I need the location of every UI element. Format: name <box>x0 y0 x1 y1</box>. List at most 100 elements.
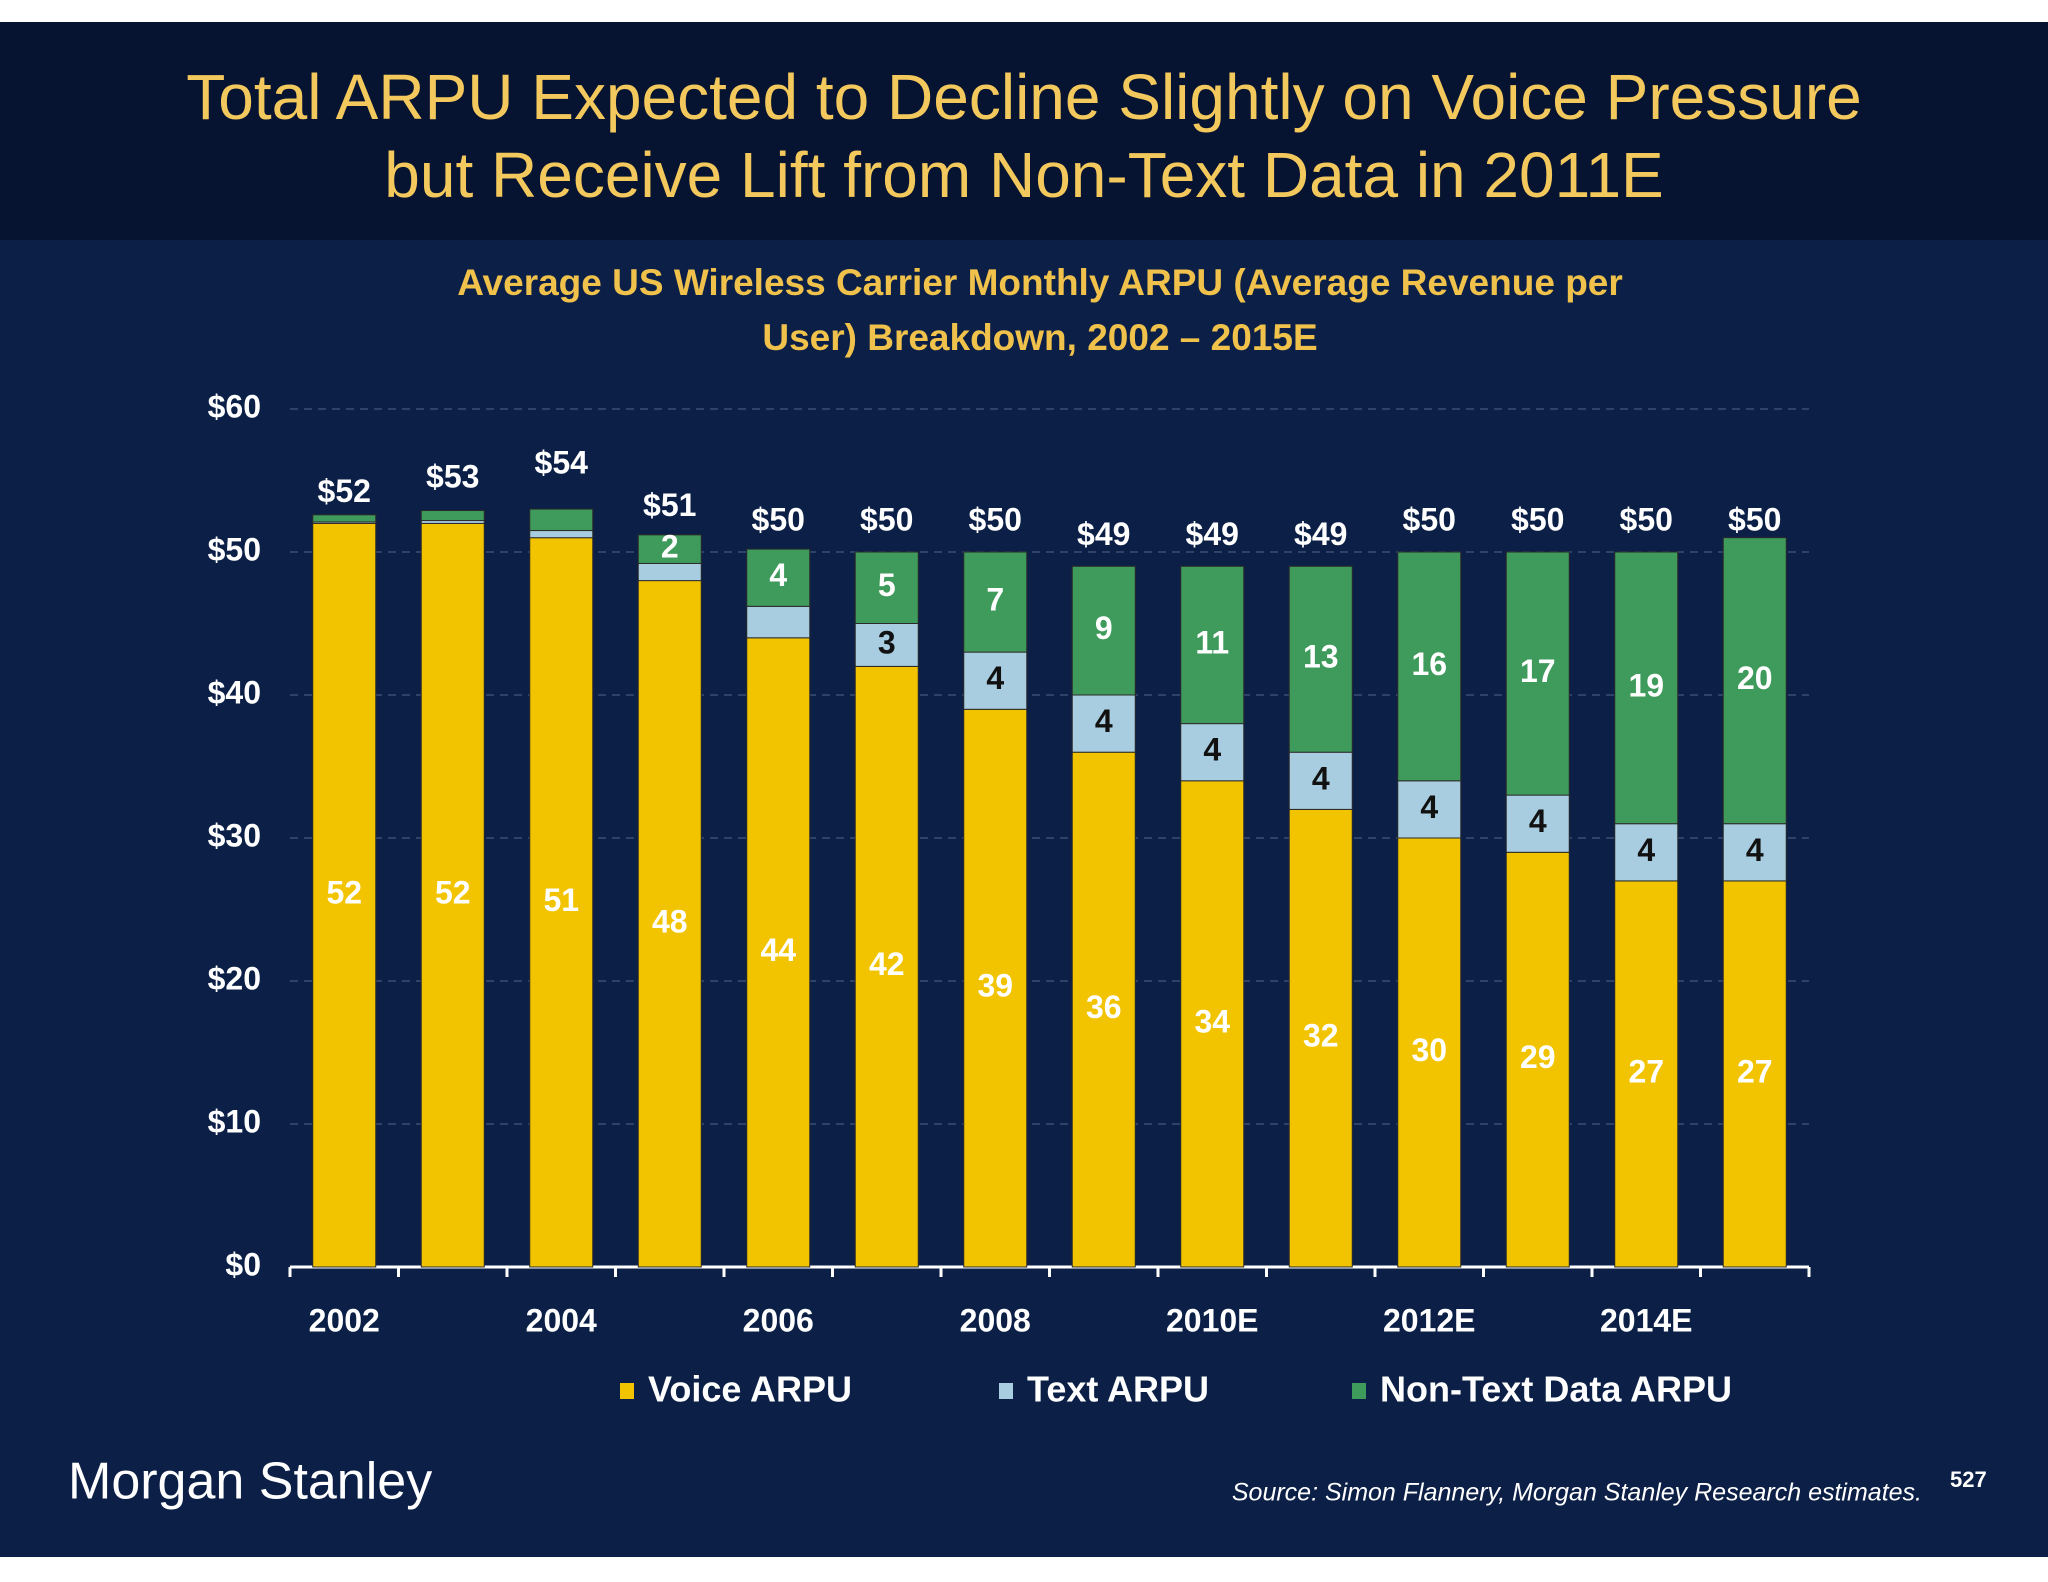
data-label: 2 <box>661 529 679 565</box>
total-label: $54 <box>535 444 589 480</box>
x-tick-label: 2006 <box>743 1302 814 1338</box>
data-label: 42 <box>869 946 905 982</box>
title: Total ARPU Expected to Decline Slightly … <box>186 61 1862 133</box>
y-tick-label: $40 <box>208 674 261 710</box>
bar-segment <box>420 510 485 522</box>
legend-label: Text ARPU <box>1027 1369 1209 1410</box>
total-label: $49 <box>1077 516 1130 552</box>
data-label: 4 <box>1420 789 1438 825</box>
total-label: $49 <box>1186 516 1239 552</box>
y-tick-label: $10 <box>208 1103 261 1139</box>
bar-segment <box>312 514 377 523</box>
legend-swatch <box>999 1383 1013 1399</box>
y-tick-label: $50 <box>208 531 261 567</box>
bar-segment <box>529 530 594 539</box>
bar-segment <box>1614 880 1679 1268</box>
bar-segment <box>1722 823 1787 882</box>
data-label: 34 <box>1194 1003 1230 1039</box>
total-label: $53 <box>426 459 479 495</box>
total-label: $50 <box>1403 501 1456 537</box>
data-label: 29 <box>1520 1039 1556 1075</box>
y-tick-label: $60 <box>208 388 261 424</box>
bar-segment <box>1722 880 1787 1268</box>
data-label: 17 <box>1520 653 1556 689</box>
data-label: 7 <box>986 582 1004 618</box>
data-label: 36 <box>1086 989 1122 1025</box>
data-label: 44 <box>760 932 796 968</box>
source-note: Source: Simon Flannery, Morgan Stanley R… <box>1232 1479 1922 1507</box>
bar-segment <box>1397 837 1462 1268</box>
bar-segment <box>854 665 919 1268</box>
bar-segment <box>1614 823 1679 882</box>
data-label: 30 <box>1411 1032 1447 1068</box>
data-label: 4 <box>1637 832 1655 868</box>
bar-segment <box>746 548 811 607</box>
bar-segment <box>1071 751 1136 1268</box>
data-label: 9 <box>1095 610 1113 646</box>
bar-segment <box>1288 808 1353 1268</box>
data-label: 19 <box>1628 667 1664 703</box>
bar-segment <box>420 522 485 1268</box>
bar-segment <box>1505 551 1570 796</box>
total-label: $51 <box>643 487 696 523</box>
data-label: 4 <box>1746 832 1764 868</box>
chart-subtitle: User) Breakdown, 2002 – 2015E <box>762 317 1317 358</box>
x-tick-label: 2008 <box>960 1302 1031 1338</box>
bar-segment <box>1071 565 1136 696</box>
data-label: 27 <box>1628 1053 1664 1089</box>
bar-segment <box>1288 565 1353 753</box>
bar-segment <box>637 534 702 564</box>
total-label: $49 <box>1294 516 1347 552</box>
y-tick-label: $20 <box>208 960 261 996</box>
legend-label: Voice ARPU <box>648 1369 852 1410</box>
data-label: 16 <box>1411 646 1447 682</box>
bar-segment <box>529 508 594 532</box>
data-label: 4 <box>1203 732 1221 768</box>
data-label: 4 <box>1312 760 1330 796</box>
total-label: $50 <box>752 501 805 537</box>
legend-swatch <box>1352 1383 1366 1399</box>
x-tick-label: 2010E <box>1166 1302 1259 1338</box>
chart-subtitle: Average US Wireless Carrier Monthly ARPU… <box>457 262 1623 303</box>
data-label: 52 <box>326 875 362 911</box>
bar-segment <box>312 522 377 1268</box>
bar-segment <box>1180 780 1245 1268</box>
bar-segment <box>746 605 811 639</box>
x-tick-label: 2014E <box>1600 1302 1693 1338</box>
bar-segment <box>1614 551 1679 825</box>
total-label: $50 <box>1728 501 1781 537</box>
data-label: 11 <box>1195 624 1229 660</box>
x-tick-label: 2012E <box>1383 1302 1476 1338</box>
bar-segment <box>1071 694 1136 753</box>
total-label: $50 <box>860 501 913 537</box>
bar-segment <box>963 651 1028 710</box>
bar-segment <box>1180 723 1245 782</box>
data-label: 4 <box>769 557 787 593</box>
x-tick-label: 2002 <box>309 1302 380 1338</box>
bar-segment <box>1505 794 1570 853</box>
logo: Morgan Stanley <box>68 1453 432 1511</box>
data-label: 52 <box>435 875 471 911</box>
legend-swatch <box>620 1383 634 1399</box>
y-tick-label: $30 <box>208 817 261 853</box>
data-label: 4 <box>1095 703 1113 739</box>
data-label: 4 <box>986 660 1004 696</box>
bar-segment <box>637 562 702 582</box>
header-band <box>0 22 2048 240</box>
data-label: 4 <box>1529 803 1547 839</box>
bar-segment <box>1505 851 1570 1268</box>
data-label: 13 <box>1303 639 1339 675</box>
data-label: 5 <box>878 567 896 603</box>
bar-segment <box>1180 565 1245 725</box>
total-label: $50 <box>969 501 1022 537</box>
data-label: 32 <box>1303 1018 1339 1054</box>
y-tick-label: $0 <box>225 1246 261 1282</box>
data-label: 3 <box>878 624 896 660</box>
bar-segment <box>1722 537 1787 825</box>
bar-segment <box>746 637 811 1268</box>
total-label: $50 <box>1620 501 1673 537</box>
bar-segment <box>963 551 1028 653</box>
x-tick-label: 2004 <box>526 1302 597 1338</box>
bar-segment <box>854 623 919 667</box>
